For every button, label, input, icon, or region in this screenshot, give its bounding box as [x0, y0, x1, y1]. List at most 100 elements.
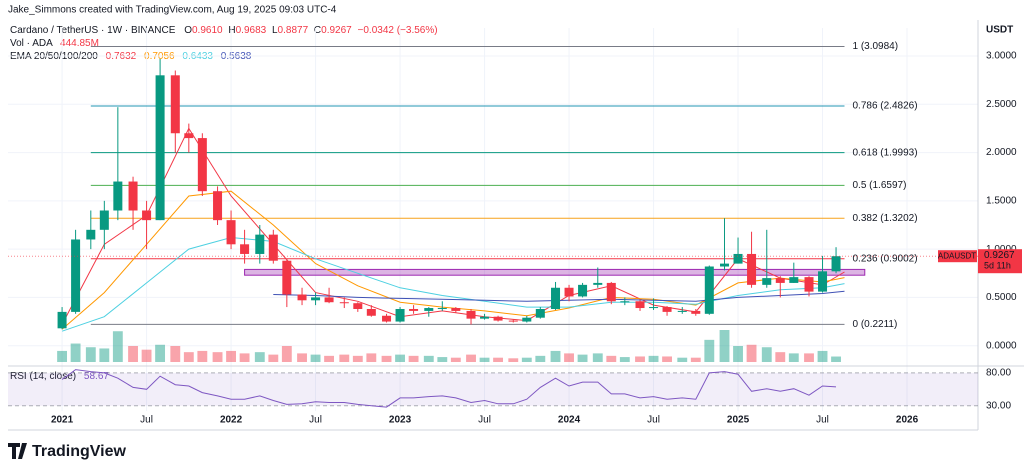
- volume-bar: [324, 355, 335, 362]
- candle-body: [762, 278, 772, 285]
- volume-bar: [550, 350, 561, 362]
- symbol: Cardano / TetherUS · 1W · BINANCE: [10, 25, 176, 36]
- volume-bar: [493, 357, 503, 362]
- volume-bar: [804, 353, 814, 362]
- rsi-tick-label: 30.00: [986, 400, 1011, 411]
- candle-body: [99, 210, 109, 230]
- ohlc-key: L: [272, 25, 278, 36]
- candle-body: [551, 287, 561, 309]
- rsi-tick-label: 80.00: [986, 368, 1011, 379]
- volume-bar: [423, 355, 434, 362]
- candle-body: [297, 294, 307, 301]
- volume-bar: [197, 350, 208, 362]
- zone: [244, 268, 866, 276]
- ohlc-key: C: [314, 25, 321, 36]
- candle-body: [437, 308, 447, 310]
- volume-bar: [339, 354, 350, 362]
- symbol-tag: ADAUSDT: [938, 251, 976, 260]
- x-tick-label: 2024: [558, 415, 581, 426]
- x-tick-label: Jul: [478, 415, 491, 426]
- plot: 2021 Jul 2022 Jul 2023 Jul 2024 Jul 2025 Jul 2026 0…: [8, 20, 1024, 431]
- volume-bar: [408, 355, 419, 362]
- volume-bar: [761, 347, 772, 362]
- volume-bar: [677, 357, 688, 362]
- volume-bar: [366, 353, 377, 362]
- candle-body: [353, 303, 363, 309]
- x-tick-label: Jul: [140, 415, 153, 426]
- candle-body: [620, 301, 630, 303]
- symbol-tag-bg: [938, 250, 977, 263]
- volume-bar: [254, 352, 265, 362]
- symbol-legend: Cardano / TetherUS · 1W · BINANCE O0.961…: [10, 25, 438, 36]
- volume-bar: [535, 355, 546, 362]
- volume-bar: [381, 355, 392, 362]
- candle-body: [564, 287, 574, 297]
- volume-bar: [704, 339, 715, 362]
- x-tick-label: Jul: [647, 415, 660, 426]
- volume-bar: [281, 346, 292, 362]
- volume-bar: [466, 354, 476, 362]
- volume-bar: [352, 355, 363, 362]
- volume-bar: [141, 349, 152, 362]
- y-tick-label: 2.0000: [986, 147, 1017, 158]
- candle-body: [733, 253, 743, 264]
- fib-label: 1 (3.0984): [852, 41, 898, 52]
- volume-bar: [128, 346, 138, 362]
- candle-body: [804, 277, 814, 292]
- rsi-line: [61, 369, 837, 408]
- ohlc-value: 0.8877: [278, 25, 309, 36]
- candle-body: [311, 297, 321, 301]
- candle-body: [522, 317, 532, 322]
- candle-body: [649, 307, 659, 309]
- candle-body: [677, 310, 687, 312]
- volume-bar: [226, 350, 236, 362]
- candle-body: [466, 310, 476, 319]
- volume-bar: [239, 353, 250, 362]
- volume-bar: [788, 353, 799, 362]
- candle-body: [789, 277, 799, 283]
- volume-bar: [297, 353, 307, 362]
- volume-bar: [508, 358, 519, 362]
- ohlc-value: 0.9683: [236, 25, 267, 36]
- logo: TradingView: [8, 443, 127, 460]
- x-tick-label: Jul: [816, 415, 829, 426]
- candle-body: [662, 307, 672, 312]
- candle-body: [382, 315, 392, 322]
- volume-bar: [817, 350, 828, 362]
- candle-body: [142, 210, 152, 221]
- candle-body: [775, 278, 785, 283]
- volume-bar: [99, 348, 110, 362]
- volume-bar: [592, 353, 603, 362]
- ema-line: [61, 236, 845, 332]
- fib-label: 0 (0.2211): [852, 319, 897, 330]
- ema-line: [61, 190, 845, 330]
- candle-body: [508, 320, 518, 322]
- volume-bar: [635, 356, 645, 362]
- volume-bar: [564, 353, 574, 362]
- candle-body: [831, 256, 841, 272]
- volume-bar: [719, 330, 730, 362]
- volume-bar: [690, 357, 701, 362]
- volume-bar: [733, 346, 743, 362]
- candle-body: [720, 263, 730, 267]
- price-tag-bg: [978, 249, 1022, 274]
- logo-text: TradingView: [32, 443, 127, 460]
- ohlc-key: O: [184, 25, 192, 36]
- ohlc-value: 0.9610: [192, 25, 223, 36]
- volume-bar: [606, 355, 617, 362]
- candle-body: [409, 308, 419, 311]
- candle-body: [170, 75, 180, 134]
- volume-bar: [619, 357, 630, 362]
- candle-body: [255, 234, 265, 254]
- y-tick-label: 0.0000: [986, 340, 1017, 351]
- volume-bar: [521, 357, 532, 362]
- volume-bar: [112, 331, 123, 362]
- volume-bar: [662, 356, 672, 362]
- volume-bar: [183, 352, 194, 362]
- candle-body: [282, 260, 292, 295]
- x-tick-label: 2022: [220, 415, 243, 426]
- candle-body: [578, 284, 588, 297]
- fib-label: 0.382 (1.3202): [852, 213, 917, 224]
- candle-body: [691, 310, 701, 314]
